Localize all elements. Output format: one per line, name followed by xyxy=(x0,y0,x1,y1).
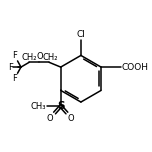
Text: F: F xyxy=(8,63,13,72)
Text: F: F xyxy=(12,74,17,83)
Text: S: S xyxy=(57,101,64,111)
Text: Cl: Cl xyxy=(76,30,85,39)
Text: CH₂: CH₂ xyxy=(42,53,57,62)
Text: CH₃: CH₃ xyxy=(31,102,46,111)
Text: O: O xyxy=(68,114,75,123)
Text: O: O xyxy=(47,114,54,123)
Text: F: F xyxy=(12,51,17,60)
Text: CH₂: CH₂ xyxy=(22,53,37,62)
Text: COOH: COOH xyxy=(121,63,149,72)
Text: O: O xyxy=(36,52,43,61)
